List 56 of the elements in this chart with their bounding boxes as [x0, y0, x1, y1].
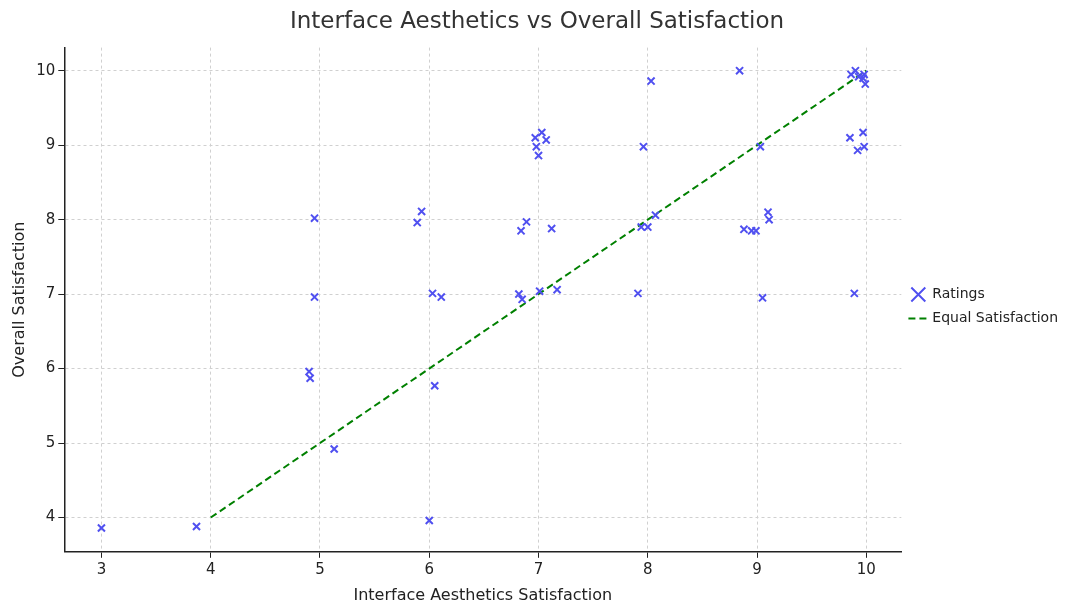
point [846, 69, 856, 79]
point [417, 206, 427, 216]
point [436, 292, 446, 302]
x-tick-label: 5 [315, 559, 325, 578]
x-tick-label: 4 [205, 559, 216, 578]
point [541, 135, 551, 145]
y-tick-label: 8 [45, 209, 56, 228]
point [845, 133, 855, 143]
point [758, 293, 768, 303]
x-tick-label: 10 [856, 559, 876, 578]
point [650, 210, 660, 220]
point [309, 213, 320, 223]
x-tick-label: 7 [533, 559, 544, 578]
y-axis-title: Overall Satisfaction [8, 221, 28, 378]
y-tick-label: 4 [45, 507, 56, 526]
y-tick-label: 5 [45, 432, 56, 451]
point [516, 226, 526, 236]
point [735, 66, 745, 76]
point [412, 218, 422, 228]
point [643, 222, 653, 232]
point [638, 142, 648, 152]
point [96, 523, 106, 533]
point [191, 521, 202, 532]
point [853, 145, 863, 155]
point [537, 127, 547, 138]
point [521, 217, 532, 227]
point [535, 286, 545, 296]
point [329, 444, 339, 454]
point [636, 222, 646, 232]
y-tick-label: 9 [45, 135, 56, 154]
x-tick-label: 9 [752, 559, 762, 578]
x-tick-label: 3 [96, 559, 107, 578]
x-tick-label: 6 [424, 559, 435, 578]
point [747, 226, 757, 236]
legend-label: Equal Satisfaction [932, 309, 1058, 326]
point [859, 142, 869, 152]
x-axis-title: Interface Aesthetics Satisfaction [353, 584, 613, 604]
point [428, 288, 438, 298]
point [739, 224, 749, 234]
point [552, 285, 562, 295]
point [547, 224, 557, 234]
point [633, 288, 643, 298]
chart-title: Interface Aesthetics vs Overall Satisfaction [289, 6, 785, 33]
point [858, 127, 868, 138]
legend-label: Ratings [932, 285, 985, 302]
point [424, 515, 434, 526]
point [430, 381, 440, 391]
point [309, 292, 320, 302]
y-tick-label: 7 [45, 284, 56, 302]
point [755, 142, 765, 152]
y-tick-label: 6 [45, 358, 56, 377]
point [751, 226, 761, 236]
x-tick-label: 8 [643, 559, 653, 578]
y-tick-label: 10 [36, 60, 56, 79]
point [849, 288, 859, 298]
point [646, 76, 656, 86]
